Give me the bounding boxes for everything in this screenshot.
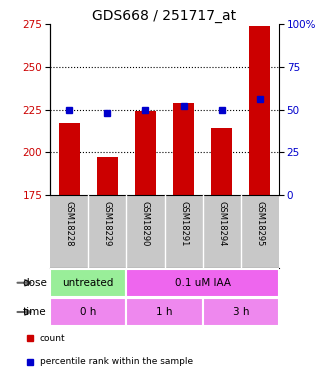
Text: GSM18294: GSM18294 <box>217 201 226 246</box>
Text: 0.1 uM IAA: 0.1 uM IAA <box>175 278 231 288</box>
Text: GSM18228: GSM18228 <box>65 201 74 246</box>
Text: 3 h: 3 h <box>233 307 249 317</box>
Text: untreated: untreated <box>63 278 114 288</box>
Text: 1 h: 1 h <box>156 307 173 317</box>
Bar <box>211 129 232 195</box>
Text: 0 h: 0 h <box>80 307 96 317</box>
Text: GSM18290: GSM18290 <box>141 201 150 246</box>
Text: dose: dose <box>22 278 47 288</box>
Bar <box>50 269 126 297</box>
Text: GSM18229: GSM18229 <box>103 201 112 246</box>
Bar <box>249 26 270 195</box>
Text: GSM18295: GSM18295 <box>256 201 265 246</box>
Bar <box>50 298 126 326</box>
Bar <box>59 123 80 195</box>
Bar <box>173 103 194 195</box>
Text: GSM18291: GSM18291 <box>179 201 188 246</box>
Bar <box>126 269 279 297</box>
Bar <box>135 111 156 195</box>
Bar <box>126 298 203 326</box>
Text: count: count <box>40 334 65 343</box>
Bar <box>203 298 279 326</box>
Text: time: time <box>23 307 47 317</box>
Text: percentile rank within the sample: percentile rank within the sample <box>40 357 193 366</box>
Title: GDS668 / 251717_at: GDS668 / 251717_at <box>92 9 237 23</box>
Bar <box>97 158 118 195</box>
